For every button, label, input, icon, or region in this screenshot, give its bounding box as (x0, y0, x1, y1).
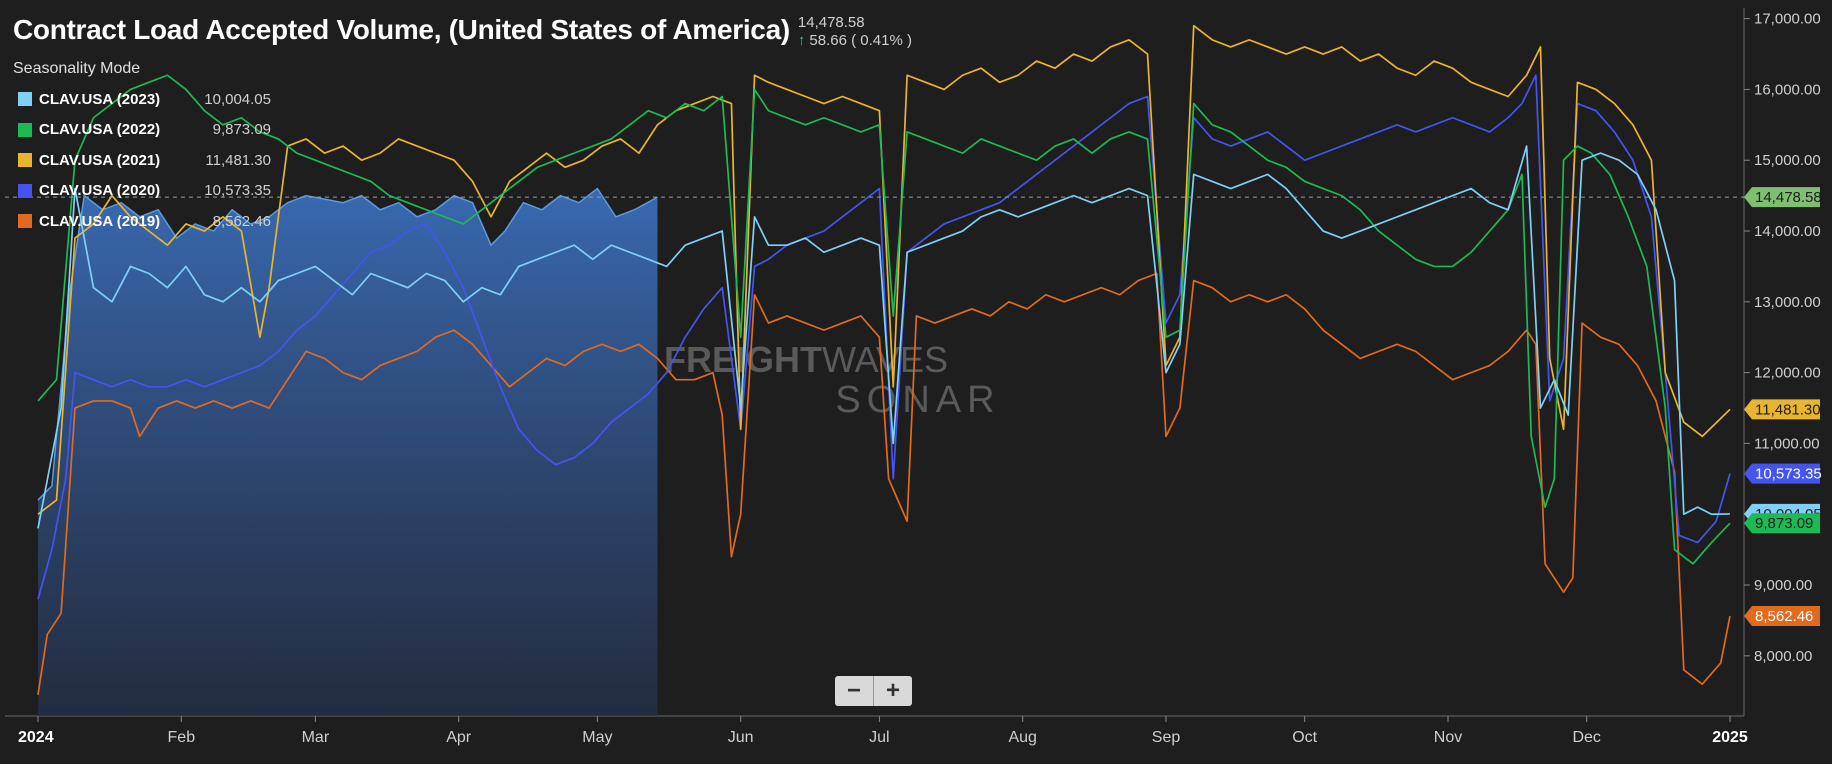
value-flag-label: 11,481.30 (1755, 401, 1821, 418)
x-tick-label: Sep (1152, 729, 1181, 746)
x-tick-label: Feb (168, 729, 196, 746)
series-line-2021 (37, 24, 1731, 515)
value-flag-label: 14,478.58 (1755, 189, 1822, 206)
legend-value: 10,573.35 (204, 182, 271, 200)
legend-label: CLAV.USA (2019) (39, 212, 161, 230)
legend-item-2020[interactable]: CLAV.USA (2020) 10,573.35 (18, 176, 271, 207)
legend: CLAV.USA (2023) 10,004.05 CLAV.USA (2022… (18, 84, 271, 237)
last-value-box: 14,478.58 ↑ 58.66 ( 0.41% ) (798, 14, 912, 50)
last-value: 14,478.58 (797, 14, 865, 31)
value-flag (1744, 399, 1820, 420)
legend-label: CLAV.USA (2023) (39, 90, 161, 108)
value-flag (1744, 605, 1820, 626)
legend-value: 8,562.46 (212, 212, 271, 230)
y-tick-label: 16,000.00 (1754, 81, 1821, 98)
zoom-divider (873, 676, 874, 706)
y-tick-label: 13,000.00 (1754, 294, 1821, 311)
legend-item-2019[interactable]: CLAV.USA (2019) 8,562.46 (18, 206, 271, 237)
series-line-2019 (37, 272, 1731, 695)
series-line-2020 (37, 74, 1731, 600)
zoom-controls: − + (835, 676, 912, 706)
legend-item-2021[interactable]: CLAV.USA (2021) 11,481.30 (18, 145, 271, 176)
value-flag-label: 8,562.46 (1755, 608, 1813, 625)
change-value: ↑ 58.66 ( 0.41% ) (798, 32, 912, 50)
x-tick-label: Dec (1572, 729, 1600, 746)
legend-item-2023[interactable]: CLAV.USA (2023) 10,004.05 (18, 84, 271, 115)
x-tick-label: Jul (869, 729, 889, 746)
change-text: 58.66 ( 0.41% ) (809, 32, 912, 49)
x-tick-label: Mar (302, 729, 330, 746)
chart-header: Contract Load Accepted Volume, (United S… (13, 14, 912, 50)
series-line-2022 (37, 74, 1731, 565)
value-flag-label: 9,873.09 (1755, 515, 1813, 532)
legend-swatch (18, 183, 32, 198)
legend-value: 10,004.05 (204, 90, 271, 108)
legend-label: CLAV.USA (2022) (39, 121, 161, 139)
chart-title: Contract Load Accepted Volume, (United S… (13, 14, 790, 45)
legend-swatch (18, 153, 32, 168)
legend-swatch (18, 214, 32, 229)
x-tick-label: Jun (728, 729, 754, 746)
y-tick-label: 12,000.00 (1754, 365, 1821, 382)
x-tick-label: Nov (1434, 729, 1462, 746)
legend-item-2022[interactable]: CLAV.USA (2022) 9,873.09 (18, 115, 271, 146)
x-tick-label: Aug (1008, 729, 1036, 746)
y-tick-label: 11,000.00 (1754, 435, 1820, 452)
watermark-sonar: SONAR (835, 379, 1000, 421)
y-tick-label: 8,000.00 (1754, 648, 1812, 665)
legend-swatch (18, 92, 32, 107)
y-tick-label: 17,000.00 (1754, 11, 1821, 28)
series-line-2024 (37, 187, 658, 501)
y-tick-label: 15,000.00 (1754, 152, 1821, 169)
zoom-out-button[interactable]: − (846, 677, 861, 704)
watermark-waves: WAVES (822, 339, 948, 380)
value-flag-label: 10,573.35 (1755, 466, 1822, 483)
x-tick-label: 2025 (1712, 729, 1748, 746)
y-tick-label: 9,000.00 (1754, 577, 1812, 594)
seasonality-mode-label: Seasonality Mode (13, 60, 141, 77)
y-tick-label: 14,000.00 (1754, 223, 1821, 240)
legend-value: 9,873.09 (212, 121, 271, 139)
legend-value: 11,481.30 (205, 151, 271, 169)
x-tick-label: 2024 (18, 729, 54, 746)
x-tick-label: Apr (446, 729, 472, 746)
x-tick-label: Oct (1292, 729, 1317, 746)
series-area-2024 (38, 188, 658, 717)
zoom-in-button[interactable]: + (885, 677, 900, 704)
x-tick-label: May (582, 729, 612, 746)
series-line-2023 (37, 145, 1731, 529)
value-flag (1744, 187, 1820, 208)
value-flag (1744, 513, 1820, 534)
legend-label: CLAV.USA (2021) (39, 151, 161, 169)
legend-label: CLAV.USA (2020) (39, 182, 161, 200)
up-arrow-icon: ↑ (797, 32, 806, 49)
value-flag (1744, 463, 1820, 484)
legend-swatch (18, 122, 32, 137)
